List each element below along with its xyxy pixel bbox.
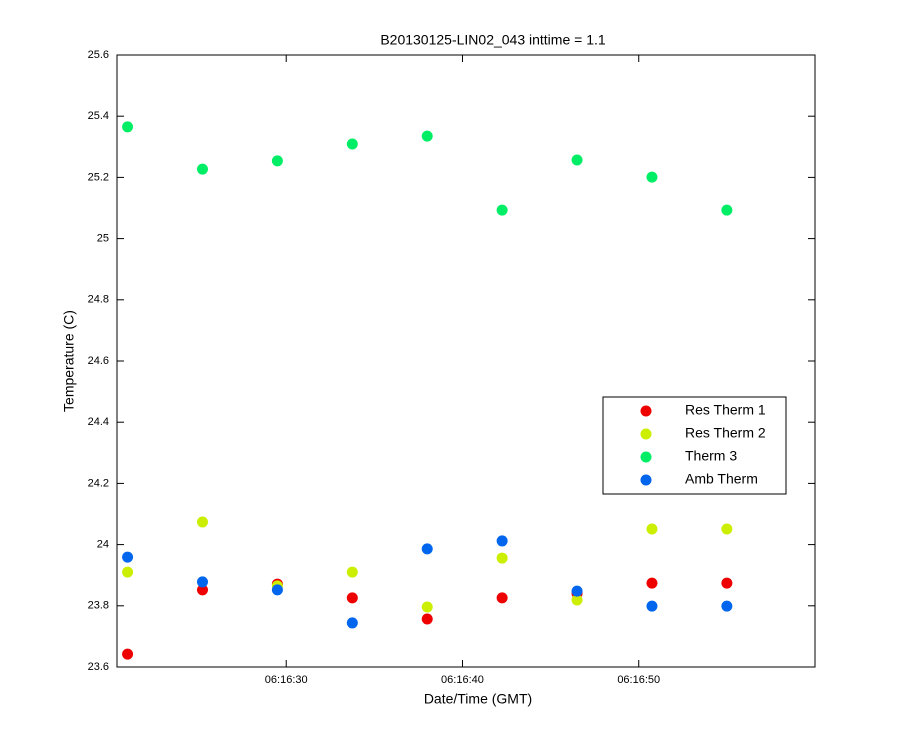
point [271, 584, 283, 596]
point [421, 130, 433, 142]
y-tick-label: 25 [97, 233, 109, 245]
point [122, 121, 134, 133]
legend-marker [640, 428, 652, 440]
point [421, 601, 433, 613]
legend-label: Res Therm 2 [685, 425, 766, 441]
point [421, 613, 433, 625]
point [646, 600, 658, 612]
point [196, 516, 208, 528]
legend [602, 396, 787, 495]
point [346, 592, 358, 604]
point [196, 576, 208, 588]
point [496, 592, 508, 604]
x-tick-label: 06:16:40 [441, 674, 484, 686]
y-tick-label: 24.6 [88, 355, 109, 367]
legend-label: Therm 3 [685, 448, 737, 464]
point [496, 552, 508, 564]
legend-label: Amb Therm [685, 471, 758, 487]
y-tick-label: 24.8 [88, 294, 109, 306]
point [646, 523, 658, 535]
point [122, 566, 134, 578]
y-tick-label: 23.8 [88, 600, 109, 612]
y-tick-label: 25.6 [88, 49, 109, 61]
point [122, 648, 134, 660]
point [646, 577, 658, 589]
point [496, 204, 508, 216]
point [571, 154, 583, 166]
legend-marker [640, 451, 652, 463]
point [571, 585, 583, 597]
point [196, 163, 208, 175]
point [721, 204, 733, 216]
point [721, 577, 733, 589]
point [346, 617, 358, 629]
plot-area [116, 54, 816, 668]
y-tick-label: 24 [97, 539, 109, 551]
y-tick-label: 23.6 [88, 661, 109, 673]
y-tick-label: 24.2 [88, 477, 109, 489]
point [196, 584, 208, 596]
x-tick-label: 06:16:30 [265, 674, 308, 686]
y-tick-label: 25.2 [88, 171, 109, 183]
x-tick-label: 06:16:50 [617, 674, 660, 686]
point [571, 594, 583, 606]
y-tick-label: 25.4 [88, 110, 109, 122]
legend-marker [640, 474, 652, 486]
point [496, 535, 508, 547]
point [271, 155, 283, 167]
x-axis-label: Date/Time (GMT) [424, 691, 532, 707]
point [122, 551, 134, 563]
chart-title: B20130125-LIN02_043 inttime = 1.1 [380, 32, 606, 48]
point [346, 138, 358, 150]
point [721, 600, 733, 612]
point [646, 171, 658, 183]
legend-label: Res Therm 1 [685, 402, 766, 418]
point [421, 543, 433, 555]
y-axis-label: Temperature (C) [61, 310, 77, 412]
legend-marker [640, 405, 652, 417]
y-tick-label: 24.4 [88, 416, 109, 428]
point [346, 566, 358, 578]
point [721, 523, 733, 535]
